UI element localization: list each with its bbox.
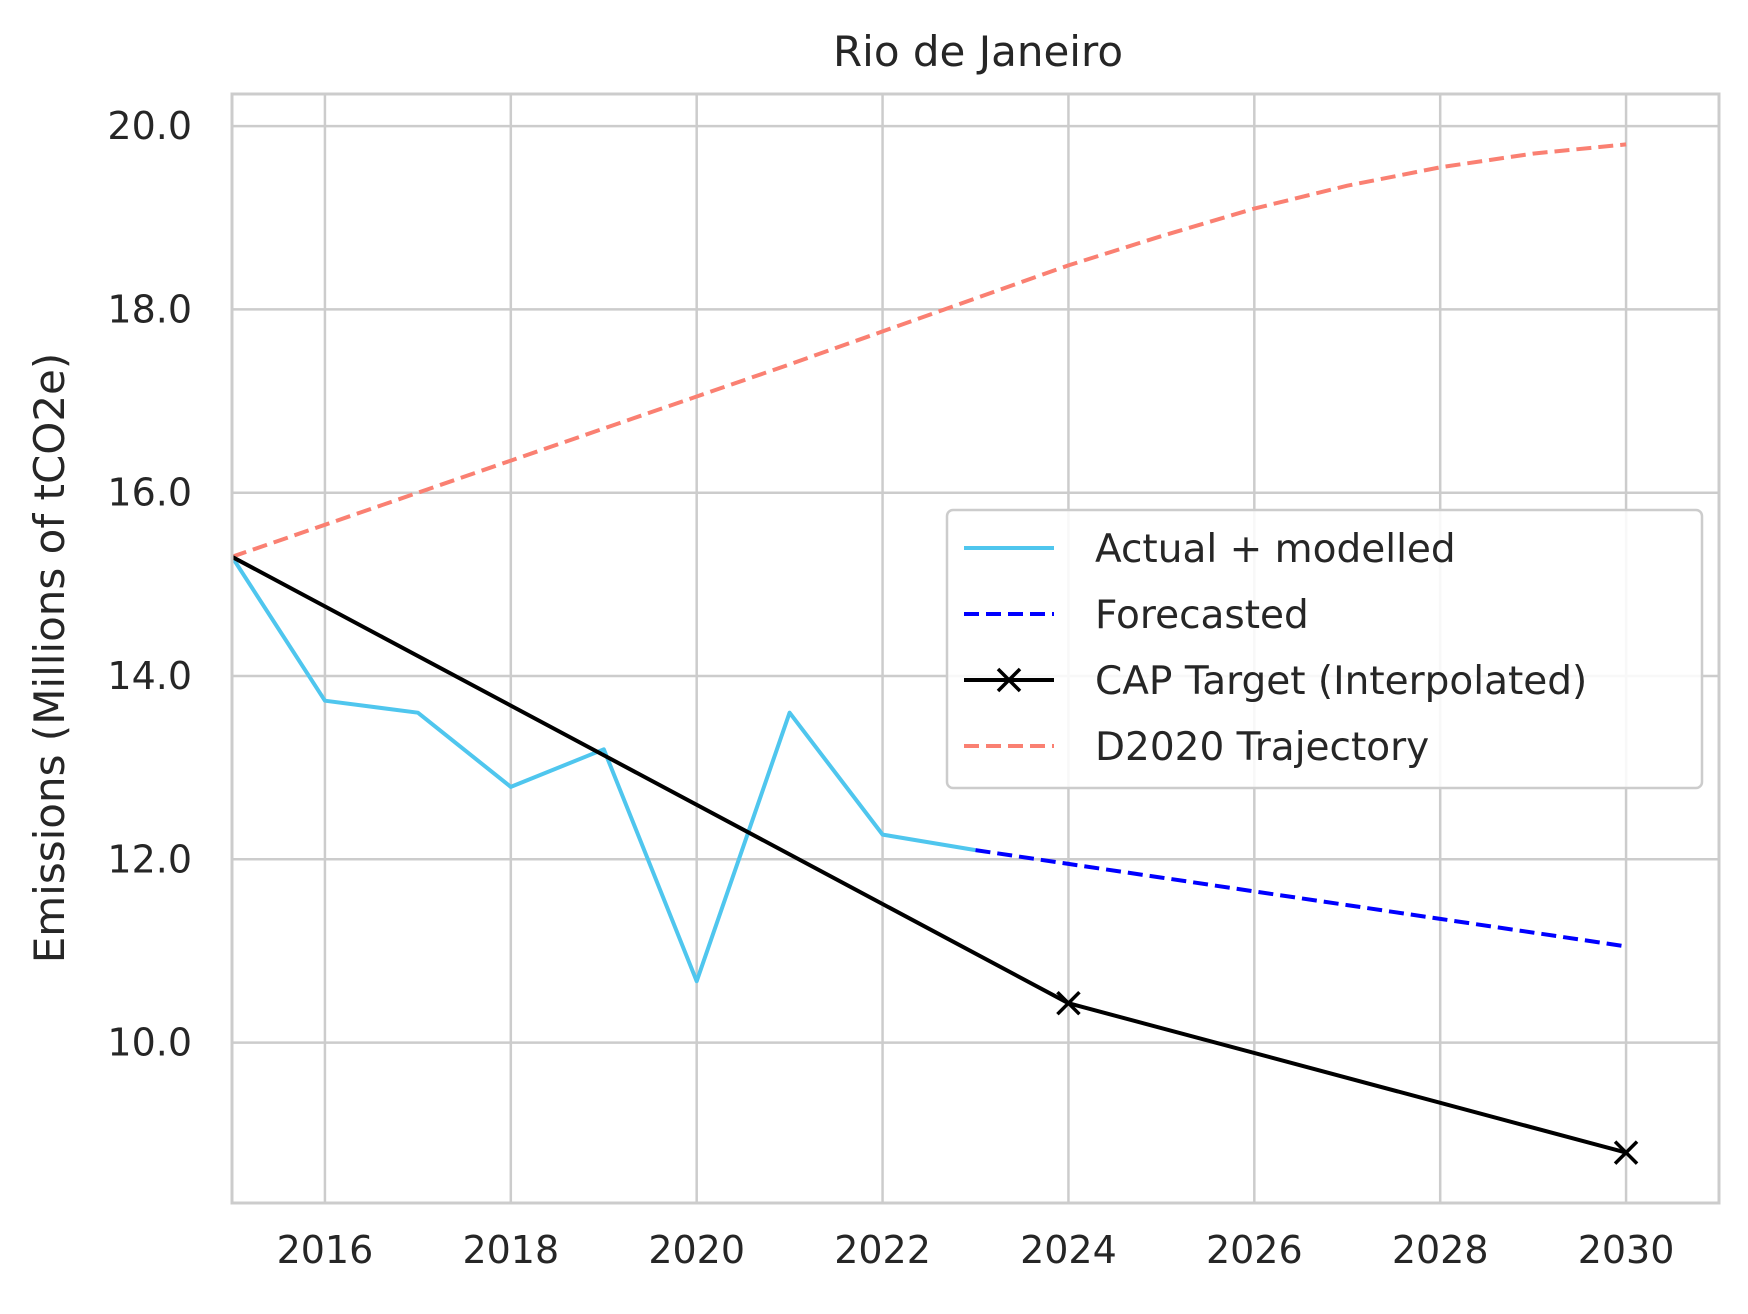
x-tick-label: 2028 (1392, 1228, 1489, 1272)
y-tick-label: 16.0 (107, 471, 192, 515)
x-tick-label: 2026 (1206, 1228, 1303, 1272)
x-tick-label: 2020 (648, 1228, 745, 1272)
legend-label: CAP Target (Interpolated) (1095, 659, 1587, 704)
legend-entry-d2020-trajectory: D2020 Trajectory (964, 725, 1429, 770)
x-tick-label: 2018 (462, 1228, 559, 1272)
series-group (230, 142, 1639, 1165)
y-tick-labels: 10.0 12.0 14.0 16.0 18.0 20.0 (107, 104, 192, 1065)
series-line-actual-modelled (230, 555, 976, 984)
x-tick-label: 2016 (277, 1228, 374, 1272)
legend-entry-cap-target-interpolated: CAP Target (Interpolated) (964, 659, 1587, 704)
x-marker-stroke (996, 667, 1022, 693)
y-tick-label: 14.0 (107, 654, 192, 698)
y-tick-label: 12.0 (107, 837, 192, 881)
legend-box (945, 508, 1704, 790)
series-line-d2020-trajectory (231, 142, 1627, 559)
y-tick-label: 20.0 (107, 104, 192, 148)
legend: Actual + modelled Forecasted CAP Target (I… (945, 508, 1704, 790)
x-tick-label: 2022 (834, 1228, 931, 1272)
y-axis-label: Emissions (Millions of tCO2e) (25, 353, 74, 964)
legend-label: Actual + modelled (1095, 527, 1456, 572)
legend-label: Forecasted (1095, 593, 1309, 638)
y-tick-label: 18.0 (107, 287, 192, 331)
x-marker-stroke (1613, 1140, 1639, 1165)
legend-entry-forecasted: Forecasted (964, 593, 1309, 638)
series-markers-cap-target-interpolated (1056, 990, 1639, 1165)
legend-entry-actual-modelled: Actual + modelled (964, 527, 1456, 572)
x-tick-label: 2024 (1020, 1228, 1117, 1272)
x-marker-stroke (1056, 990, 1081, 1016)
series-line-forecasted (975, 848, 1627, 949)
x-tick-label: 2030 (1578, 1228, 1675, 1272)
chart-title: Rio de Janeiro (833, 27, 1123, 76)
plot-frame (230, 92, 1721, 1205)
y-tick-label: 10.0 (107, 1021, 192, 1065)
legend-label: D2020 Trajectory (1095, 725, 1429, 770)
x-tick-labels: 2016 2018 2020 2022 2024 2026 2028 2030 (277, 1228, 1675, 1272)
